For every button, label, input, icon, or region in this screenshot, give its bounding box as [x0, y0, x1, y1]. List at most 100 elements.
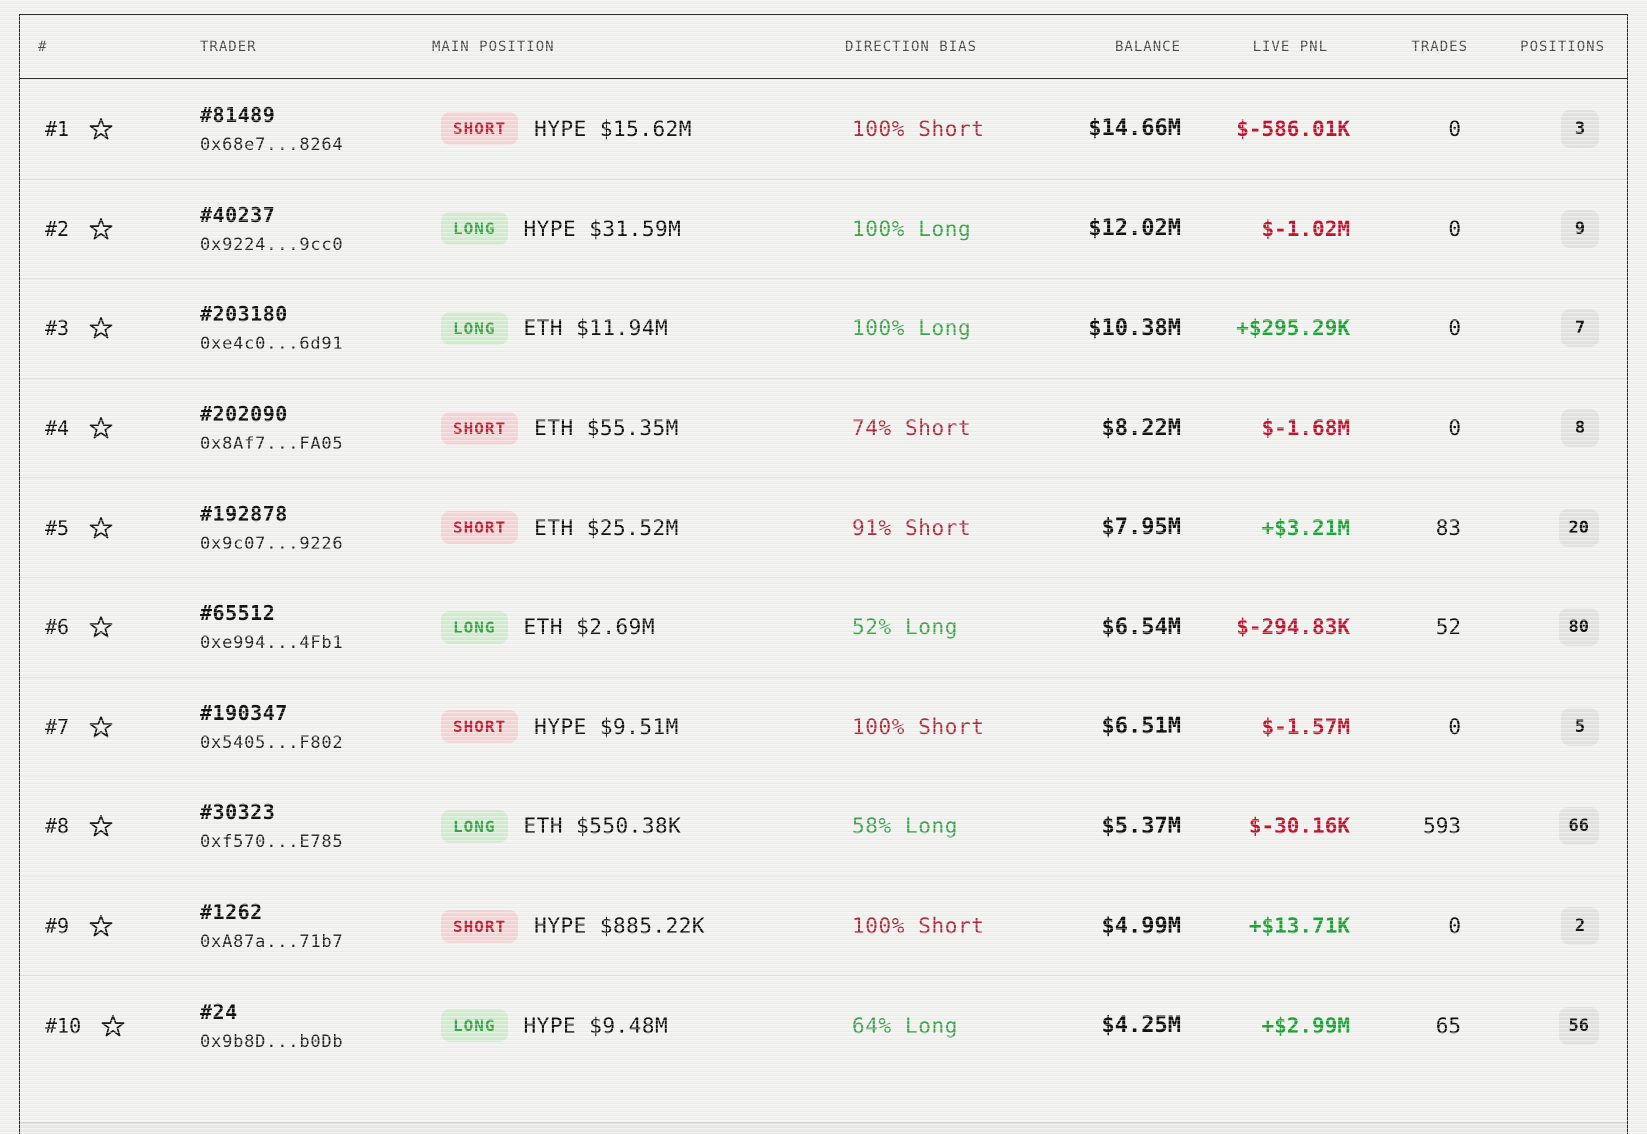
trader-address: 0x68e7...8264: [200, 134, 344, 155]
positions-count-badge: 66: [1558, 807, 1599, 846]
direction-bias-value: 91% Short: [852, 515, 972, 540]
trader-id: #192878: [200, 501, 288, 526]
trader-address: 0x5405...F802: [200, 732, 344, 753]
trader-id: #1262: [200, 900, 263, 925]
trades-value: 0: [1448, 116, 1461, 141]
trader-cell[interactable]: #1262 0xA87a...71b7: [186, 900, 426, 952]
header-direction-bias: DIRECTION BIAS: [845, 38, 978, 55]
header-trades: TRADES: [1411, 38, 1468, 55]
positions-count-badge: 20: [1558, 508, 1599, 547]
trades-value: 0: [1448, 914, 1461, 939]
trader-cell[interactable]: #190347 0x5405...F802: [186, 701, 426, 753]
balance-value: $4.99M: [1101, 913, 1181, 939]
trader-address: 0xe994...4Fb1: [200, 633, 344, 654]
trader-address: 0x9224...9cc0: [200, 234, 344, 255]
table-row[interactable]: #10 #24 0x9b8D...b0Db LONG HYPE $9.48M 6…: [20, 975, 1627, 1075]
star-favorite-icon[interactable]: [89, 117, 113, 141]
table-header-row: # TRADER MAIN POSITION DIRECTION BIAS BA…: [20, 15, 1627, 79]
trades-value: 0: [1448, 416, 1461, 441]
side-badge: SHORT: [441, 112, 519, 146]
live-pnl-value: $-30.16K: [1248, 814, 1350, 839]
live-pnl-value: +$13.71K: [1248, 914, 1350, 939]
rank-label: #1: [45, 116, 70, 141]
direction-bias-value: 100% Short: [852, 714, 985, 739]
side-badge: SHORT: [441, 710, 519, 744]
balance-value: $5.37M: [1101, 813, 1181, 839]
table-row[interactable]: #9 #1262 0xA87a...71b7 SHORT HYPE $885.2…: [20, 875, 1627, 976]
side-badge: LONG: [441, 809, 508, 843]
trades-value: 0: [1448, 216, 1461, 241]
trader-address: 0xf570...E785: [200, 832, 344, 853]
trader-cell[interactable]: #192878 0x9c07...9226: [186, 502, 426, 554]
table-row[interactable]: #3 #203180 0xe4c0...6d91 LONG ETH $11.94…: [20, 278, 1627, 378]
star-favorite-icon[interactable]: [89, 516, 113, 540]
trader-address: 0xA87a...71b7: [200, 932, 344, 953]
trades-value: 83: [1435, 515, 1461, 540]
star-favorite-icon[interactable]: [89, 615, 113, 639]
trader-cell[interactable]: #202090 0x8Af7...FA05: [186, 402, 426, 454]
header-live-pnl: LIVE PNL: [1252, 38, 1328, 55]
trader-id: #30323: [200, 800, 276, 825]
rank-label: #3: [45, 316, 70, 341]
table-row[interactable]: #5 #192878 0x9c07...9226 SHORT ETH $25.5…: [20, 477, 1627, 577]
direction-bias-value: 100% Long: [852, 216, 972, 241]
trades-value: 0: [1448, 316, 1461, 341]
header-main-position: MAIN POSITION: [432, 38, 555, 55]
rank-label: #2: [45, 216, 70, 241]
traders-leaderboard-table: # TRADER MAIN POSITION DIRECTION BIAS BA…: [19, 14, 1628, 1134]
direction-bias-value: 100% Short: [852, 914, 985, 939]
table-row[interactable]: #4 #202090 0x8Af7...FA05 SHORT ETH $55.3…: [20, 377, 1627, 478]
live-pnl-value: +$295.29K: [1236, 316, 1350, 341]
table-row[interactable]: #1 #81489 0x68e7...8264 SHORT HYPE $15.6…: [20, 79, 1627, 179]
trader-cell[interactable]: #203180 0xe4c0...6d91: [186, 302, 426, 354]
positions-count-badge: 3: [1561, 109, 1599, 148]
trades-value: 0: [1448, 714, 1461, 739]
trader-cell[interactable]: #81489 0x68e7...8264: [186, 103, 426, 155]
header-balance: BALANCE: [1114, 38, 1181, 55]
positions-count-badge: 2: [1561, 907, 1599, 946]
balance-value: $10.38M: [1088, 315, 1181, 341]
header-rank: #: [38, 38, 48, 55]
trader-address: 0x9b8D...b0Db: [200, 1031, 344, 1052]
trader-cell[interactable]: #30323 0xf570...E785: [186, 800, 426, 852]
direction-bias-value: 52% Long: [852, 615, 958, 640]
trader-id: #81489: [200, 102, 276, 127]
positions-count-badge: 80: [1558, 608, 1599, 647]
balance-value: $12.02M: [1088, 216, 1181, 242]
position-asset-size: ETH $55.35M: [534, 416, 679, 441]
trades-value: 593: [1423, 814, 1461, 839]
positions-count-badge: 8: [1561, 409, 1599, 448]
live-pnl-value: +$2.99M: [1261, 1013, 1350, 1038]
balance-value: $4.25M: [1101, 1013, 1181, 1039]
trader-cell[interactable]: #40237 0x9224...9cc0: [186, 203, 426, 255]
star-favorite-icon[interactable]: [89, 316, 113, 340]
direction-bias-value: 64% Long: [852, 1013, 958, 1038]
star-favorite-icon[interactable]: [89, 217, 113, 241]
trader-id: #24: [200, 999, 238, 1024]
position-asset-size: HYPE $9.48M: [523, 1013, 669, 1038]
position-asset-size: ETH $25.52M: [534, 515, 679, 540]
star-favorite-icon[interactable]: [89, 416, 113, 440]
star-favorite-icon[interactable]: [89, 814, 113, 838]
table-row[interactable]: #8 #30323 0xf570...E785 LONG ETH $550.38…: [20, 776, 1627, 876]
trader-id: #202090: [200, 402, 288, 427]
positions-count-badge: 56: [1558, 1006, 1599, 1045]
position-asset-size: HYPE $31.59M: [523, 216, 682, 241]
table-row[interactable]: #2 #40237 0x9224...9cc0 LONG HYPE $31.59…: [20, 178, 1627, 279]
side-badge: SHORT: [441, 511, 519, 545]
star-favorite-icon[interactable]: [101, 1014, 125, 1038]
table-row[interactable]: #6 #65512 0xe994...4Fb1 LONG ETH $2.69M …: [20, 576, 1627, 677]
live-pnl-value: $-1.57M: [1261, 714, 1350, 739]
rank-label: #7: [45, 714, 70, 739]
live-pnl-value: +$3.21M: [1261, 515, 1350, 540]
trader-cell[interactable]: #65512 0xe994...4Fb1: [186, 601, 426, 653]
direction-bias-value: 100% Long: [852, 316, 972, 341]
trader-address: 0x9c07...9226: [200, 533, 344, 554]
star-favorite-icon[interactable]: [89, 715, 113, 739]
star-favorite-icon[interactable]: [89, 914, 113, 938]
direction-bias-value: 74% Short: [852, 416, 972, 441]
trader-cell[interactable]: #24 0x9b8D...b0Db: [186, 1000, 426, 1052]
balance-value: $8.22M: [1101, 415, 1181, 441]
side-badge: LONG: [441, 311, 508, 345]
table-row[interactable]: #7 #190347 0x5405...F802 SHORT HYPE $9.5…: [20, 676, 1627, 777]
